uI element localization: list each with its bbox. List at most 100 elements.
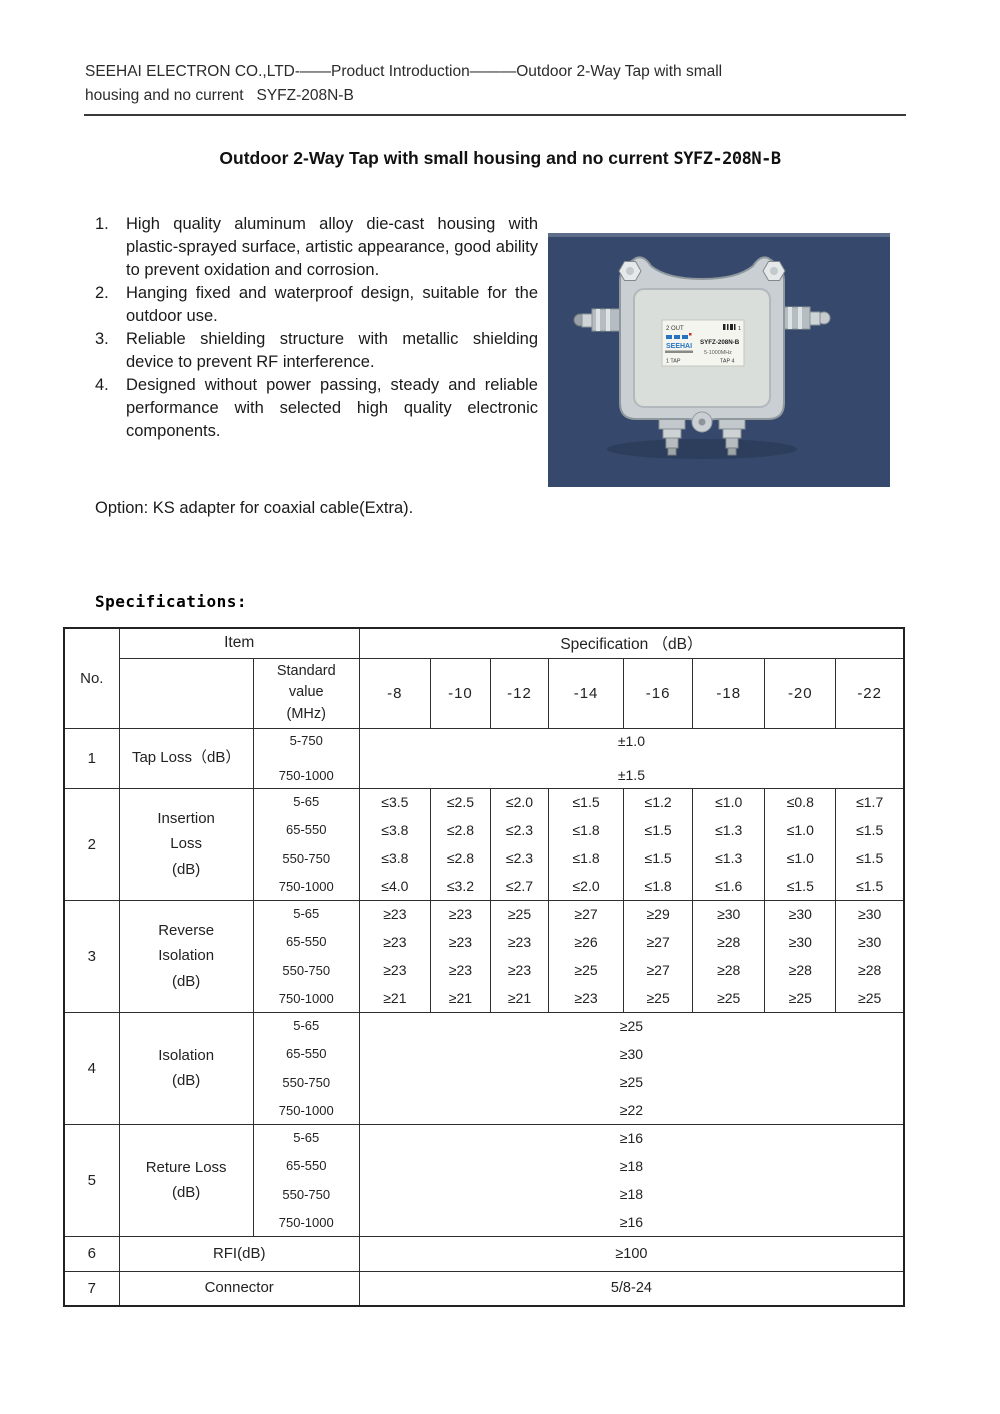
cell-line: ≥28 <box>717 934 741 950</box>
bottom-connector-left <box>658 418 686 456</box>
cell-line: ≥27 <box>646 934 670 950</box>
cell-line: ≥23 <box>448 962 473 978</box>
row-grid-values: ≤2.0 ≤2.3 ≤2.3 ≤2.7 <box>489 787 550 901</box>
table-row: 7 Connector 5/8-24 <box>63 1270 905 1307</box>
row-item: Isolation (dB) <box>118 1011 254 1125</box>
row-grid-values: ≤1.5 ≤1.8 ≤1.8 ≤2.0 <box>548 787 625 901</box>
cell-lines: ≤2.5 ≤2.8 ≤2.8 ≤3.2 <box>431 794 490 894</box>
device-label: 2 OUT 1 SEEHAI SYFZ-208N-B 5-10 <box>661 319 745 367</box>
cell-line: ≤1.3 <box>715 822 743 838</box>
cell-line: ≥25 <box>717 990 741 1006</box>
cell-line: 550-750 <box>282 1074 331 1090</box>
page-header: SEEHAI ELECTRON CO.,LTD-——Product Introd… <box>85 60 900 108</box>
cell-line: ≥23 <box>507 934 532 950</box>
feature-text: Hanging fixed and waterproof design, sui… <box>126 284 538 325</box>
cell-line: ≥21 <box>383 990 407 1006</box>
top-left-bolt <box>618 261 642 281</box>
cell-line: ≥25 <box>788 990 812 1006</box>
label-brand-text: SEEHAI <box>666 343 692 350</box>
row-grid-values: ≤0.8 ≤1.0 ≤1.0 ≤1.5 <box>764 787 837 901</box>
row-item: Insertion Loss (dB) <box>118 787 254 901</box>
row-grid-values: ≥23 ≥23 ≥23 ≥21 <box>358 899 431 1013</box>
feature-number: 1. <box>95 215 109 233</box>
product-photo-svg: 2 OUT 1 SEEHAI SYFZ-208N-B 5-10 <box>548 233 890 487</box>
label-frequency: 5-1000MHz <box>704 350 732 356</box>
cell-line: ≤3.8 <box>381 850 409 866</box>
cell-line: ≤1.3 <box>715 850 743 866</box>
header-empty-cell <box>118 657 254 729</box>
cell-line: 750-1000 <box>278 990 334 1006</box>
table-row: 3 Reverse Isolation (dB) 5-65 65-550 550-750… <box>63 899 905 1013</box>
bottom-center-screw <box>691 411 713 433</box>
cell-line: ≤1.0 <box>786 850 814 866</box>
cell-line: ≥16 <box>619 1214 644 1230</box>
cell-line: ≥26 <box>574 934 598 950</box>
row-frequency-bands: 5-65 65-550 550-750 750-1000 <box>252 787 360 901</box>
cell-line: 5-750 <box>289 733 323 748</box>
cell-line: ≤1.8 <box>644 878 672 894</box>
cell-line: 550-750 <box>282 1186 331 1202</box>
cell-line: ≤1.5 <box>786 878 814 894</box>
cell-line: ≤1.0 <box>715 794 743 810</box>
label-port-1tap: 1 TAP <box>666 359 681 365</box>
row-number: 7 <box>63 1270 120 1307</box>
row-number: 3 <box>63 899 120 1013</box>
row-grid-values: ≤3.5 ≤3.8 ≤3.8 ≤4.0 <box>358 787 431 901</box>
header-standard-value: Standard value (MHz) <box>252 657 360 729</box>
row-grid-values: ≤2.5 ≤2.8 ≤2.8 ≤3.2 <box>429 787 491 901</box>
row-item: Tap Loss（dB） <box>118 727 254 789</box>
cell-line: ≥28 <box>858 962 882 978</box>
cell-line: ≤1.8 <box>572 850 600 866</box>
table-row: 1 Tap Loss（dB） 5-750 750-1000 ±1.0 ±1.5 <box>63 727 905 789</box>
row-grid-values: ≤1.7 ≤1.5 ≤1.5 ≤1.5 <box>835 787 905 901</box>
cell-line: ≤2.8 <box>446 822 474 838</box>
cell-lines: 5-65 65-550 550-750 750-1000 <box>254 794 359 894</box>
header-tap-minus20: -20 <box>764 657 837 729</box>
cell-line: ≥23 <box>448 934 473 950</box>
cell-line: 550-750 <box>282 850 331 866</box>
cell-line: ≤2.3 <box>505 850 534 866</box>
cell-lines: ≥23 ≥23 ≥23 ≥21 <box>431 906 490 1006</box>
cell-lines: ≥23 ≥23 ≥23 ≥21 <box>360 906 430 1006</box>
feature-text: Designed without power passing, steady a… <box>126 376 538 440</box>
cell-line: ≤1.2 <box>644 794 672 810</box>
cell-line: ≥23 <box>383 906 407 922</box>
cell-line: 5-65 <box>293 794 320 809</box>
cell-line: ≤1.5 <box>644 850 672 866</box>
header-tap-minus18: -18 <box>692 657 766 729</box>
product-photo: 2 OUT 1 SEEHAI SYFZ-208N-B 5-10 <box>548 233 890 487</box>
row-number: 5 <box>63 1123 120 1237</box>
cell-line: ≤1.8 <box>572 822 600 838</box>
header-tap-minus8: -8 <box>358 657 431 729</box>
cell-line: 750-1000 <box>278 878 334 894</box>
cell-lines: ≥25 ≥30 ≥25 ≥22 <box>360 1018 903 1118</box>
option-note: Option: KS adapter for coaxial cable(Ext… <box>95 499 414 517</box>
cell-line: ≥28 <box>717 962 741 978</box>
row-frequency-bands: 5-65 65-550 550-750 750-1000 <box>252 899 360 1013</box>
feature-item: 1. High quality aluminum alloy die-cast h… <box>95 213 538 282</box>
cell-line: ≥23 <box>574 990 598 1006</box>
header-spec: Specification （dB） <box>358 627 905 659</box>
feature-number: 2. <box>95 284 109 302</box>
cell-line: 750-1000 <box>278 768 334 783</box>
row-merged-values: ≥25 ≥30 ≥25 ≥22 <box>358 1011 905 1125</box>
header-rule <box>84 114 906 116</box>
barcode-icon <box>723 324 736 330</box>
page-title: Outdoor 2-Way Tap with small housing and… <box>0 148 1000 169</box>
cell-lines: ≥30 ≥28 ≥28 ≥25 <box>693 906 764 1006</box>
cell-line: ≤4.0 <box>381 878 409 894</box>
feature-item: 3. Reliable shielding structure with meta… <box>95 328 538 374</box>
cell-line: ≥25 <box>858 990 882 1006</box>
row-grid-values: ≥29 ≥27 ≥27 ≥25 <box>623 899 694 1013</box>
feature-item: 2. Hanging fixed and waterproof design, s… <box>95 282 538 328</box>
cell-line: ≥25 <box>646 990 670 1006</box>
cell-line: ≥29 <box>646 906 670 922</box>
cell-line: ≥25 <box>574 962 598 978</box>
cell-lines: ≤0.8 ≤1.0 ≤1.0 ≤1.5 <box>765 794 835 894</box>
cell-line: 65-550 <box>286 934 327 950</box>
row-grid-values: ≤1.2 ≤1.5 ≤1.5 ≤1.8 <box>623 787 694 901</box>
header-tap-minus14: -14 <box>548 657 625 729</box>
cell-line: ≥25 <box>619 1018 644 1034</box>
cell-line: ≤2.5 <box>446 794 474 810</box>
cell-line: ≤3.8 <box>381 822 409 838</box>
